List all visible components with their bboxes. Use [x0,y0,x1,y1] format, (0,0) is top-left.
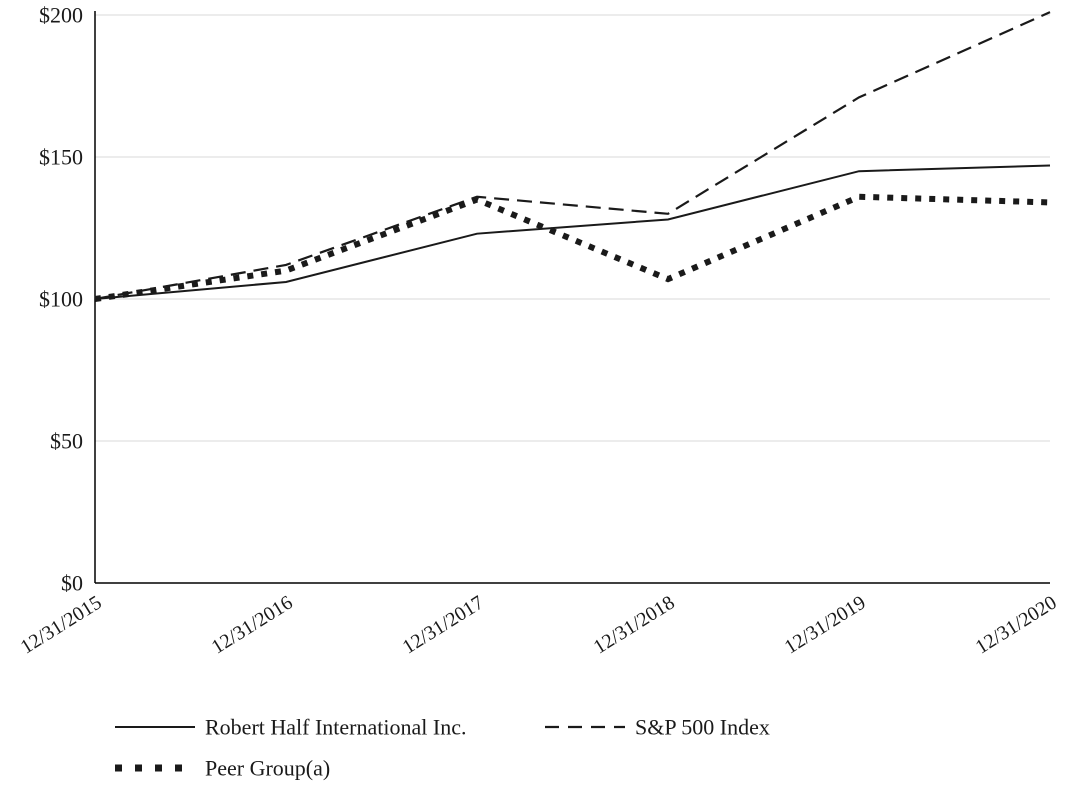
x-tick-label-12-31-2016: 12/31/2016 [208,592,297,659]
legend-label-s-p-500-index: S&P 500 Index [635,715,770,740]
y-tick-label-50: $50 [50,429,83,454]
legend-label-peer-group-a: Peer Group(a) [205,756,330,781]
y-tick-label-200: $200 [39,3,83,28]
x-tick-label-12-31-2018: 12/31/2018 [590,592,679,659]
series-line-s-p-500-index [94,11,1051,301]
series-line-peer-group-a [94,193,1051,302]
legend-label-robert-half-international-inc: Robert Half International Inc. [205,715,466,740]
x-tick-label-12-31-2019: 12/31/2019 [781,592,870,659]
y-tick-label-150: $150 [39,145,83,170]
y-tick-label-100: $100 [39,287,83,312]
x-tick-label-12-31-2017: 12/31/2017 [399,592,488,659]
y-tick-label-0: $0 [61,571,83,596]
x-tick-label-12-31-2020: 12/31/2020 [972,592,1061,659]
x-tick-label-12-31-2015: 12/31/2015 [17,592,106,659]
series-line-robert-half-international-inc [94,164,1051,300]
